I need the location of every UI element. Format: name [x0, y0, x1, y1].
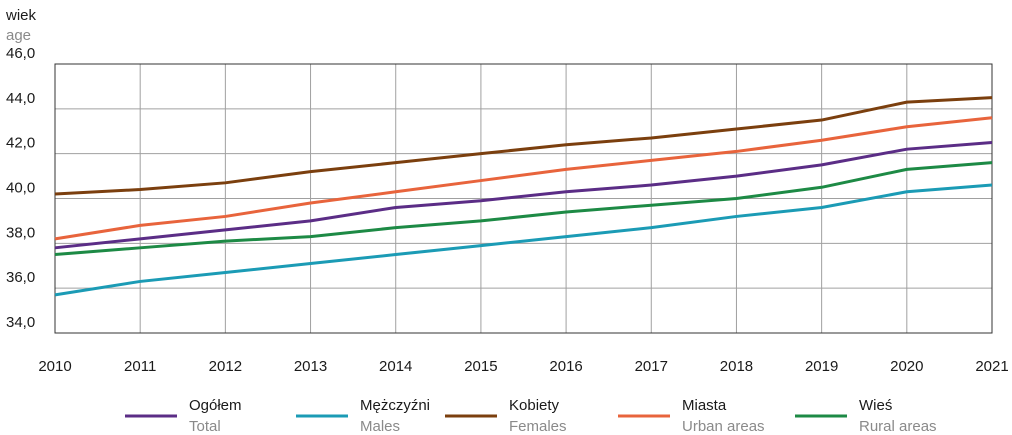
- legend-label: Mężczyźni: [360, 397, 430, 414]
- x-tick-label: 2020: [890, 358, 923, 375]
- x-tick-label: 2014: [379, 358, 412, 375]
- y-axis-label-en: age: [6, 27, 31, 44]
- legend-label: Wieś: [859, 397, 892, 414]
- series-line: [54, 96, 993, 196]
- y-axis-label: wiek: [5, 7, 37, 24]
- x-tick-label: 2021: [975, 358, 1008, 375]
- x-tick-label: 2019: [805, 358, 838, 375]
- y-tick-label: 42,0: [6, 135, 35, 152]
- series-line: [54, 116, 993, 241]
- legend-label-en: Males: [360, 418, 400, 435]
- x-tick-label: 2010: [38, 358, 71, 375]
- x-tick-label: 2011: [124, 358, 156, 375]
- x-tick-label: 2016: [549, 358, 582, 375]
- y-tick-label: 46,0: [6, 45, 35, 62]
- x-tick-label: 2015: [464, 358, 497, 375]
- x-tick-label: 2018: [720, 358, 753, 375]
- plot-frame: [54, 63, 993, 334]
- legend-label: Ogółem: [189, 397, 242, 414]
- legend-label-en: Females: [509, 418, 567, 435]
- series-line: [54, 183, 993, 297]
- series-line: [54, 140, 993, 250]
- legend-label: Kobiety: [509, 397, 560, 414]
- y-tick-label: 34,0: [6, 314, 35, 331]
- y-tick-label: 38,0: [6, 224, 35, 241]
- legend-label-en: Rural areas: [859, 418, 937, 435]
- y-tick-label: 44,0: [6, 90, 35, 107]
- y-tick-label: 40,0: [6, 179, 35, 196]
- legend-label: Miasta: [682, 397, 727, 414]
- y-tick-label: 36,0: [6, 269, 35, 286]
- x-tick-label: 2017: [635, 358, 668, 375]
- legend-label-en: Total: [189, 418, 221, 435]
- x-tick-label: 2012: [209, 358, 242, 375]
- series-line: [54, 161, 993, 257]
- x-tick-label: 2013: [294, 358, 327, 375]
- legend-label-en: Urban areas: [682, 418, 765, 435]
